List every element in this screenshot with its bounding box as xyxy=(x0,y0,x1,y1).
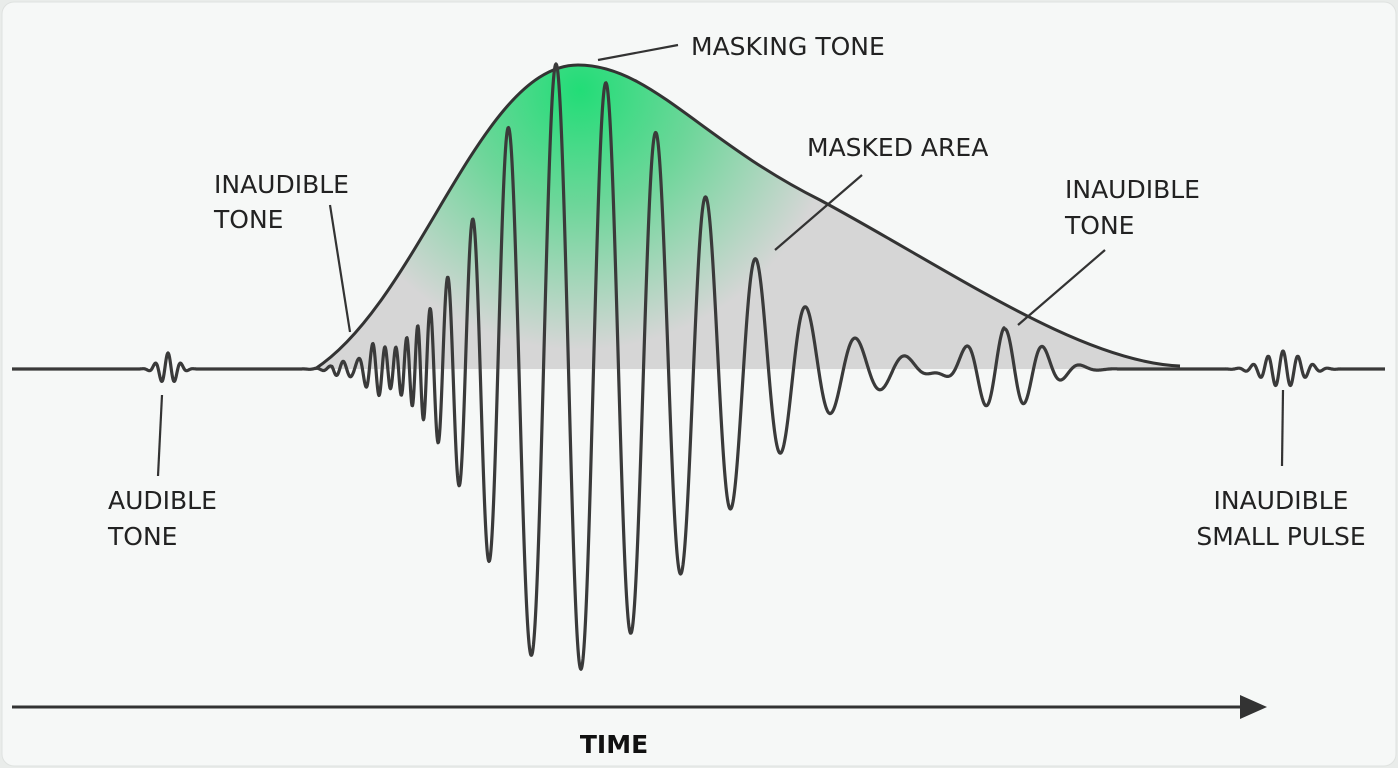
leader-line xyxy=(1017,249,1106,326)
label: INAUDIBLE xyxy=(214,170,349,199)
leader-line xyxy=(597,43,679,62)
waveform xyxy=(10,62,1387,671)
label: INAUDIBLE xyxy=(1214,486,1349,515)
leader-line xyxy=(1280,389,1285,467)
label: TONE xyxy=(213,205,283,234)
label: MASKED AREA xyxy=(807,133,988,162)
leader-line xyxy=(156,394,164,477)
time-arrow xyxy=(1240,695,1267,719)
leader-line xyxy=(774,174,863,251)
leader-line xyxy=(328,204,352,333)
axis-label: TIME xyxy=(580,730,648,759)
masking-envelope xyxy=(314,63,1181,371)
label: TONE xyxy=(107,522,177,551)
label: TONE xyxy=(1064,211,1134,240)
label: INAUDIBLE xyxy=(1065,175,1200,204)
label: SMALL PULSE xyxy=(1196,522,1365,551)
label: MASKING TONE xyxy=(691,32,885,61)
masked-area xyxy=(315,65,1180,369)
label: AUDIBLE xyxy=(108,486,217,515)
